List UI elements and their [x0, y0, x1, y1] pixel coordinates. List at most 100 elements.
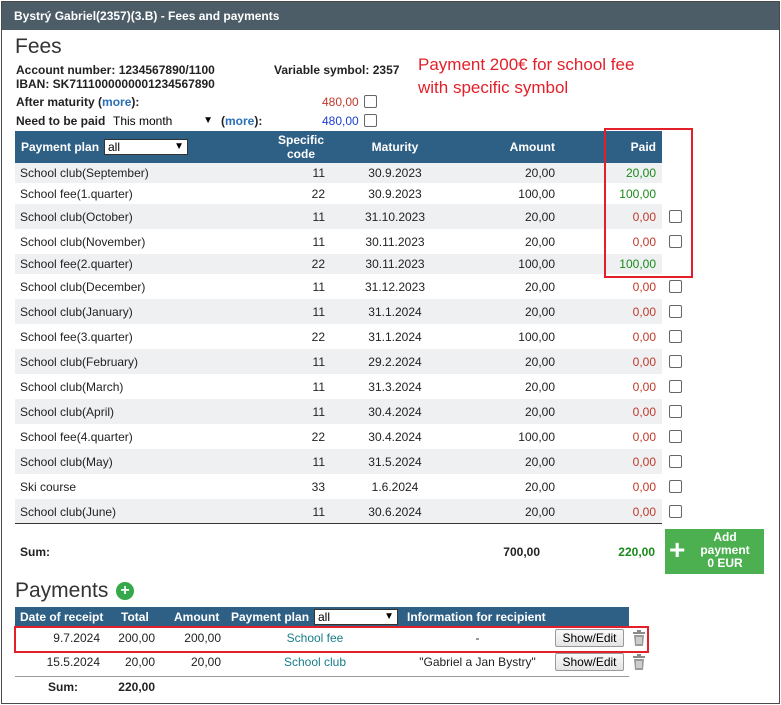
- col-payment-plan: Payment plan: [21, 140, 100, 154]
- col-maturity: Maturity: [371, 140, 419, 154]
- col-amount: Amount: [509, 140, 555, 154]
- fee-row-checkbox[interactable]: [669, 305, 682, 318]
- fee-row-checkbox[interactable]: [669, 330, 682, 343]
- chevron-down-icon: ▼: [203, 115, 213, 126]
- fee-plan: School club(April): [20, 405, 115, 419]
- payment-total: 20,00: [124, 655, 155, 669]
- account-label: Account number:: [16, 63, 116, 77]
- fee-row-checkbox[interactable]: [669, 480, 682, 493]
- payments-heading: Payments: [15, 579, 109, 602]
- fee-paid: 100,00: [619, 257, 656, 271]
- need-to-pay-checkbox[interactable]: [364, 114, 377, 127]
- annotation-payment-highlight: [14, 626, 649, 653]
- fee-code: 11: [312, 280, 325, 294]
- fee-code: 11: [312, 455, 325, 469]
- fee-row-checkbox[interactable]: [669, 235, 682, 248]
- fee-plan: School fee(2.quarter): [20, 257, 133, 271]
- variable-symbol: Variable symbol: 2357: [274, 63, 399, 77]
- fee-row-checkbox[interactable]: [669, 280, 682, 293]
- annotation-line-1: Payment 200€ for school fee: [418, 55, 635, 74]
- fee-row-checkbox[interactable]: [669, 380, 682, 393]
- fee-maturity: 30.11.2023: [365, 235, 425, 249]
- payment-total: 200,00: [118, 631, 155, 645]
- payments-table-header: Date of receipt Total Amount Payment pla…: [15, 607, 629, 626]
- fee-maturity: 1.6.2024: [371, 480, 419, 494]
- add-payment-plus-icon[interactable]: +: [116, 582, 134, 600]
- fee-paid: 0,00: [632, 380, 656, 394]
- annotation-line-2: with specific symbol: [418, 78, 569, 97]
- add-payment-button[interactable]: + Add payment 0 EUR: [665, 529, 764, 574]
- fee-maturity: 31.12.2023: [364, 280, 426, 294]
- fee-amount: 20,00: [524, 210, 555, 224]
- fee-amount: 20,00: [524, 505, 555, 519]
- fee-paid: 0,00: [632, 505, 656, 519]
- need-to-pay-select[interactable]: This month ▼: [113, 114, 213, 128]
- fee-code: 11: [312, 405, 325, 419]
- show-edit-button[interactable]: Show/Edit: [555, 629, 624, 647]
- payments-sum-divider: [15, 676, 629, 677]
- fees-sum-paid: 220,00: [618, 545, 655, 559]
- fees-plan-filter-select[interactable]: all ▼: [104, 139, 188, 155]
- fee-row: School club(December) 11 31.12.2023 20,00 0,…: [15, 274, 662, 299]
- fee-code: 11: [312, 166, 325, 180]
- fee-row-checkbox[interactable]: [669, 505, 682, 518]
- payments-sum-total: 220,00: [118, 680, 155, 694]
- fee-paid: 0,00: [632, 480, 656, 494]
- variable-symbol-value: 2357: [372, 63, 400, 77]
- payment-date: 9.7.2024: [53, 631, 100, 645]
- payment-amount: 20,00: [190, 655, 221, 669]
- fee-plan: School fee(3.quarter): [20, 330, 133, 344]
- fee-amount: 20,00: [524, 305, 555, 319]
- fee-maturity: 29.2.2024: [368, 355, 422, 369]
- fee-paid: 0,00: [632, 430, 656, 444]
- fee-plan: School fee(1.quarter): [20, 187, 133, 201]
- need-to-pay-more-link[interactable]: more: [225, 114, 255, 128]
- fee-maturity: 31.1.2024: [368, 330, 422, 344]
- payments-plan-filter-select[interactable]: all ▼: [314, 609, 398, 625]
- trash-icon[interactable]: [632, 654, 646, 670]
- fee-maturity: 30.9.2023: [368, 166, 422, 180]
- payment-plan-link[interactable]: School club: [283, 655, 347, 669]
- fee-code: 11: [312, 505, 325, 519]
- iban: IBAN: SK7111000000001234567890: [16, 77, 215, 91]
- fee-row: School club(March) 11 31.3.2024 20,00 0,00: [15, 374, 662, 399]
- fee-maturity: 31.3.2024: [368, 380, 422, 394]
- fee-row-checkbox[interactable]: [669, 355, 682, 368]
- fee-code: 11: [312, 380, 325, 394]
- fee-code: 33: [311, 480, 325, 494]
- after-maturity-more-link[interactable]: more: [102, 95, 132, 109]
- payment-plan-link[interactable]: School fee: [286, 631, 344, 645]
- after-maturity-checkbox[interactable]: [364, 95, 377, 108]
- fee-maturity: 31.10.2023: [364, 210, 426, 224]
- fee-plan: School club(September): [20, 166, 149, 180]
- fee-amount: 20,00: [524, 380, 555, 394]
- fee-row-checkbox[interactable]: [669, 210, 682, 223]
- fee-row-checkbox[interactable]: [669, 455, 682, 468]
- fee-plan: School club(January): [20, 305, 133, 319]
- fee-amount: 20,00: [524, 405, 555, 419]
- after-maturity-label: After maturity (more):: [16, 95, 140, 109]
- chevron-down-icon: ▼: [174, 141, 184, 152]
- fee-amount: 100,00: [518, 187, 555, 201]
- fee-code: 11: [312, 210, 325, 224]
- payment-row: 15.5.2024 20,00 20,00 School club "Gabriel a…: [15, 652, 629, 673]
- fee-amount: 100,00: [518, 330, 555, 344]
- chevron-down-icon: ▼: [384, 611, 394, 622]
- fees-table-header: Payment plan all ▼ Specific code Maturit…: [15, 131, 662, 163]
- fee-maturity: 30.4.2024: [368, 405, 422, 419]
- payments-sum-label: Sum:: [48, 680, 78, 694]
- fee-row-checkbox[interactable]: [669, 405, 682, 418]
- fee-row-checkbox[interactable]: [669, 430, 682, 443]
- fee-paid: 0,00: [632, 405, 656, 419]
- fee-amount: 20,00: [524, 355, 555, 369]
- trash-icon[interactable]: [632, 630, 646, 646]
- fee-maturity: 31.5.2024: [368, 455, 422, 469]
- iban-value: SK7111000000001234567890: [52, 77, 215, 91]
- fee-maturity: 30.4.2024: [368, 430, 422, 444]
- fee-amount: 20,00: [524, 280, 555, 294]
- show-edit-button[interactable]: Show/Edit: [555, 653, 624, 671]
- need-to-pay-label: Need to be paid: [16, 114, 106, 128]
- fee-row: School club(November) 11 30.11.2023 20,00 0,…: [15, 229, 662, 254]
- need-to-pay-more: (more):: [221, 114, 263, 128]
